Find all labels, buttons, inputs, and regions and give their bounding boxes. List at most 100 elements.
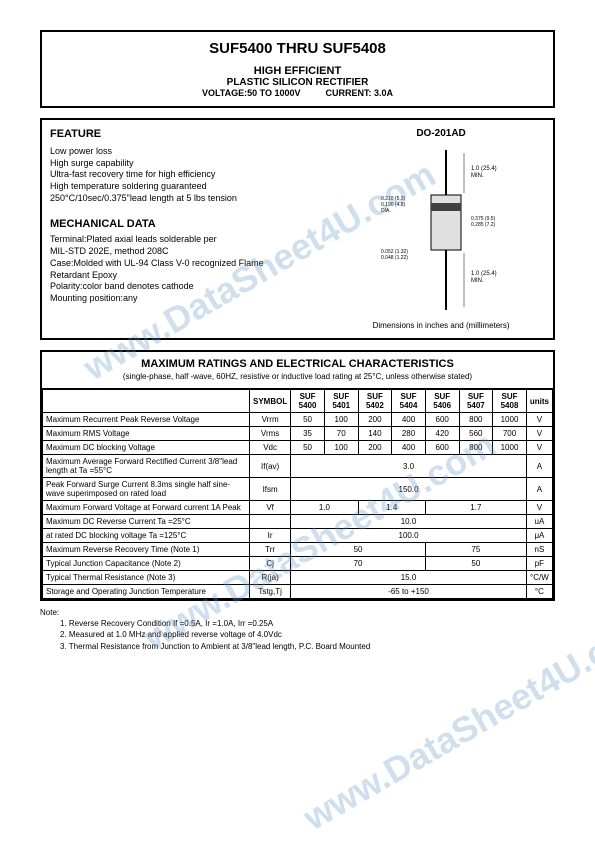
param-cell: Typical Thermal Resistance (Note 3) <box>43 571 250 585</box>
col-header: SUF 5408 <box>493 390 527 413</box>
mechanical-line: Polarity:color band denotes cathode <box>50 281 322 293</box>
feature-lines: Low power lossHigh surge capabilityUltra… <box>50 146 322 204</box>
svg-text:DIA.: DIA. <box>381 208 391 214</box>
col-header: SUF 5404 <box>392 390 426 413</box>
table-row: Maximum DC blocking VoltageVdc5010020040… <box>43 441 553 455</box>
dimension-note: Dimensions in inches and (millimeters) <box>337 321 545 330</box>
value-cell: 50 <box>291 413 325 427</box>
unit-cell: V <box>526 501 552 515</box>
symbol-cell: Trr <box>250 543 291 557</box>
feature-box: FEATURE Low power lossHigh surge capabil… <box>40 118 555 340</box>
value-group-cell: 50 <box>291 543 426 557</box>
feature-left: FEATURE Low power lossHigh surge capabil… <box>50 128 322 305</box>
notes-lines: 1. Reverse Recovery Condition If =0.5A, … <box>40 618 555 652</box>
svg-text:0.285 (7.2): 0.285 (7.2) <box>471 222 496 228</box>
table-row: Maximum Recurrent Peak Reverse VoltageVr… <box>43 413 553 427</box>
feature-line: High surge capability <box>50 158 322 170</box>
subtitle-efficient: HIGH EFFICIENT <box>50 65 545 77</box>
value-cell: 280 <box>392 427 426 441</box>
value-span-cell: 15.0 <box>291 571 527 585</box>
feature-line: Low power loss <box>50 146 322 158</box>
mechanical-line: Terminal:Plated axial leads solderable p… <box>50 234 322 246</box>
col-header: units <box>526 390 552 413</box>
table-row: Maximum Reverse Recovery Time (Note 1)Tr… <box>43 543 553 557</box>
param-cell: Typical Junction Capacitance (Note 2) <box>43 557 250 571</box>
symbol-cell: Vf <box>250 501 291 515</box>
ratings-header: MAXIMUM RATINGS AND ELECTRICAL CHARACTER… <box>42 352 553 389</box>
col-header: SUF 5401 <box>324 390 358 413</box>
value-cell: 600 <box>425 441 459 455</box>
mechanical-line: Retardant Epoxy <box>50 270 322 282</box>
note-line: 2. Measured at 1.0 MHz and applied rever… <box>40 629 555 640</box>
unit-cell: V <box>526 413 552 427</box>
unit-cell: °C <box>526 585 552 599</box>
value-group-cell: 1.0 <box>291 501 358 515</box>
ratings-head-row: SYMBOLSUF 5400SUF 5401SUF 5402SUF 5404SU… <box>43 390 553 413</box>
param-cell: Storage and Operating Junction Temperatu… <box>43 585 250 599</box>
value-cell: 420 <box>425 427 459 441</box>
note-line: 3. Thermal Resistance from Junction to A… <box>40 641 555 652</box>
value-cell: 400 <box>392 413 426 427</box>
value-cell: 70 <box>324 427 358 441</box>
symbol-cell: Ifsm <box>250 478 291 501</box>
value-cell: 1000 <box>493 413 527 427</box>
value-cell: 50 <box>291 441 325 455</box>
col-header: SUF 5400 <box>291 390 325 413</box>
value-cell: 400 <box>392 441 426 455</box>
value-span-cell: 3.0 <box>291 455 527 478</box>
value-group-cell: 1.7 <box>425 501 526 515</box>
param-cell: Maximum RMS Voltage <box>43 427 250 441</box>
diode-diagram: 1.0 (25.4) MIN. 0.210 (5.3) 0.190 (4.8) … <box>376 145 506 315</box>
mechanical-line: Mounting position:any <box>50 293 322 305</box>
svg-text:0.048 (1.22): 0.048 (1.22) <box>381 255 408 261</box>
col-header: SUF 5406 <box>425 390 459 413</box>
ratings-title: MAXIMUM RATINGS AND ELECTRICAL CHARACTER… <box>141 358 454 370</box>
title-main: SUF5400 THRU SUF5408 <box>50 40 545 57</box>
mechanical-line: Case:Molded with UL-94 Class V-0 recogni… <box>50 258 322 270</box>
unit-cell: nS <box>526 543 552 557</box>
value-cell: 200 <box>358 413 392 427</box>
value-span-cell: 10.0 <box>291 515 527 529</box>
current-spec: CURRENT: 3.0A <box>326 88 394 98</box>
col-param <box>43 390 250 413</box>
col-header: SUF 5402 <box>358 390 392 413</box>
feature-title: FEATURE <box>50 128 322 140</box>
ratings-body: Maximum Recurrent Peak Reverse VoltageVr… <box>43 413 553 599</box>
unit-cell: A <box>526 455 552 478</box>
mechanical-lines: Terminal:Plated axial leads solderable p… <box>50 234 322 304</box>
param-cell: Maximum Forward Voltage at Forward curre… <box>43 501 250 515</box>
table-row: Storage and Operating Junction Temperatu… <box>43 585 553 599</box>
unit-cell: V <box>526 427 552 441</box>
svg-text:1.0 (25.4): 1.0 (25.4) <box>471 166 497 172</box>
value-cell: 35 <box>291 427 325 441</box>
svg-text:1.0 (25.4): 1.0 (25.4) <box>471 271 497 277</box>
param-cell: Maximum Average Forward Rectified Curren… <box>43 455 250 478</box>
col-header: SYMBOL <box>250 390 291 413</box>
subtitle-rectifier: PLASTIC SILICON RECTIFIER <box>50 77 545 88</box>
unit-cell: A <box>526 478 552 501</box>
unit-cell: °C/W <box>526 571 552 585</box>
package-label: DO-201AD <box>337 128 545 139</box>
mechanical-title: MECHANICAL DATA <box>50 218 322 230</box>
ratings-table: SYMBOLSUF 5400SUF 5401SUF 5402SUF 5404SU… <box>42 389 553 599</box>
param-cell: Maximum Reverse Recovery Time (Note 1) <box>43 543 250 557</box>
voltage-spec: VOLTAGE:50 TO 1000V <box>202 88 301 98</box>
value-cell: 1000 <box>493 441 527 455</box>
col-header: SUF 5407 <box>459 390 493 413</box>
table-row: Maximum DC Reverse Current Ta =25°C10.0u… <box>43 515 553 529</box>
svg-text:MIN.: MIN. <box>471 173 484 179</box>
value-group-cell: 50 <box>425 557 526 571</box>
value-span-cell: -65 to +150 <box>291 585 527 599</box>
symbol-cell: Vrrm <box>250 413 291 427</box>
param-cell: Peak Forward Surge Current 8.3ms single … <box>43 478 250 501</box>
param-cell: Maximum DC Reverse Current Ta =25°C <box>43 515 250 529</box>
value-cell: 140 <box>358 427 392 441</box>
package-panel: DO-201AD 1.0 (25.4) MIN. 0.210 (5.3) 0.1… <box>337 128 545 330</box>
feature-line: High temperature soldering guaranteed <box>50 181 322 193</box>
table-row: Maximum Forward Voltage at Forward curre… <box>43 501 553 515</box>
symbol-cell: R(ja) <box>250 571 291 585</box>
note-line: 1. Reverse Recovery Condition If =0.5A, … <box>40 618 555 629</box>
table-row: Peak Forward Surge Current 8.3ms single … <box>43 478 553 501</box>
table-row: Maximum RMS VoltageVrms35701402804205607… <box>43 427 553 441</box>
value-cell: 700 <box>493 427 527 441</box>
